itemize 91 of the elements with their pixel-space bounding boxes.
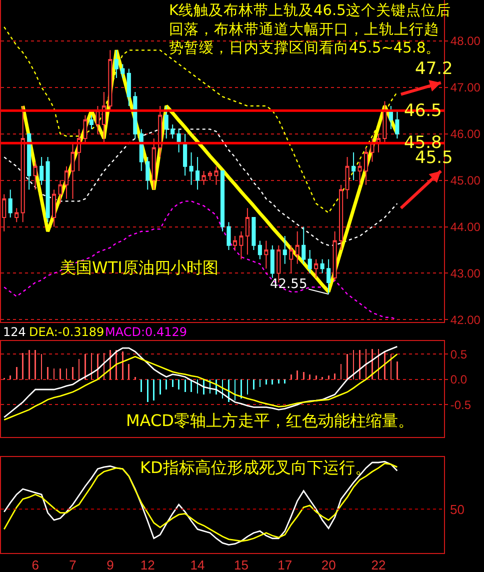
candlestick: [126, 68, 131, 106]
candlestick: [345, 156, 350, 200]
candlestick: [302, 226, 306, 264]
text: MACD:0.4129: [105, 325, 188, 339]
candlestick: [64, 166, 69, 200]
candlestick: [364, 147, 368, 186]
y-tick-label: 42.00: [450, 312, 481, 327]
text: 124: [3, 325, 26, 339]
candlestick: [326, 258, 331, 295]
y-tick-label: 47.00: [450, 80, 481, 95]
x-tick-label: 15: [234, 558, 248, 572]
x-tick-label: 17: [278, 558, 292, 572]
candlestick: [388, 105, 393, 130]
annotation: 美国WTI原油四小时图: [60, 258, 218, 277]
candlestick: [314, 258, 318, 278]
candlestick: [114, 50, 118, 79]
candlestick: [220, 170, 225, 232]
y-tick-label: 48.00: [450, 34, 481, 48]
y-tick-label: 0.5: [450, 347, 468, 362]
candlestick: [83, 114, 88, 144]
candlestick: [289, 244, 294, 274]
candlestick: [370, 138, 374, 162]
candlestick: [202, 170, 206, 186]
x-tick-label: 7: [69, 558, 76, 572]
x-tick-label: 9: [106, 558, 114, 572]
y-tick-label: 46.00: [450, 127, 481, 142]
line-series: [4, 128, 398, 246]
candlestick: [89, 114, 94, 130]
candlestick: [352, 152, 356, 181]
candlestick: [20, 105, 25, 223]
candlestick: [226, 222, 231, 250]
candlestick: [158, 105, 162, 158]
x-tick-label: 22: [371, 558, 386, 572]
y-tick-label: 45.00: [450, 173, 481, 188]
candlestick: [146, 156, 150, 190]
y-tick-label: -0.5: [450, 398, 472, 412]
text: DEA:-0.3189: [29, 325, 104, 339]
annotation: 42.55: [270, 277, 308, 292]
candlestick: [120, 64, 125, 79]
candlestick: [2, 194, 6, 232]
candlestick: [139, 128, 144, 172]
candlestick: [208, 170, 212, 181]
x-tick-label: 12: [140, 558, 155, 572]
candlestick: [8, 189, 12, 218]
candlestick: [382, 100, 387, 144]
candlestick: [183, 133, 188, 176]
candlestick: [196, 156, 200, 190]
candlestick: [232, 236, 238, 250]
candlestick: [176, 128, 181, 153]
annotation: MACD零轴上方走平，红色动能柱缩量。: [126, 411, 414, 430]
candlestick: [14, 208, 19, 223]
x-tick-label: 6: [32, 558, 39, 572]
candlestick: [339, 184, 344, 250]
candlestick: [320, 258, 324, 274]
candlestick: [376, 133, 381, 153]
candlestick: [395, 110, 400, 139]
candlestick: [270, 244, 274, 278]
candlestick: [252, 216, 256, 250]
candlestick: [332, 230, 337, 281]
candlestick: [33, 161, 38, 190]
candlestick: [170, 124, 175, 139]
candlestick: [282, 236, 287, 264]
candlestick: [295, 230, 300, 264]
candlestick: [40, 156, 44, 186]
candlestick: [96, 105, 100, 134]
candlestick: [264, 240, 268, 270]
y-tick-label: 44.00: [450, 220, 481, 234]
candlestick: [46, 156, 50, 223]
candlestick: [189, 152, 194, 186]
candlestick: [258, 240, 262, 260]
candlestick: [58, 180, 62, 204]
candlestick: [70, 142, 75, 200]
y-tick-label: 0.0: [450, 372, 468, 387]
x-tick-label: 20: [321, 558, 336, 572]
candlestick: [133, 92, 138, 139]
x-tick-label: 14: [190, 558, 205, 572]
candlestick: [308, 249, 312, 274]
candlestick: [245, 208, 250, 256]
candlestick: [214, 166, 218, 186]
y-tick-label: 43.00: [450, 266, 481, 280]
candlestick: [164, 105, 168, 139]
candlestick: [108, 50, 112, 112]
candlestick: [239, 230, 244, 260]
candlestick: [102, 92, 106, 144]
candlestick: [358, 161, 362, 186]
text: 50: [450, 502, 464, 517]
candlestick: [52, 189, 56, 228]
line-series: [4, 200, 398, 320]
candlestick: [152, 138, 156, 190]
annotation: KD指标高位形成死叉向下运行。: [140, 458, 371, 477]
candlestick: [27, 133, 32, 190]
